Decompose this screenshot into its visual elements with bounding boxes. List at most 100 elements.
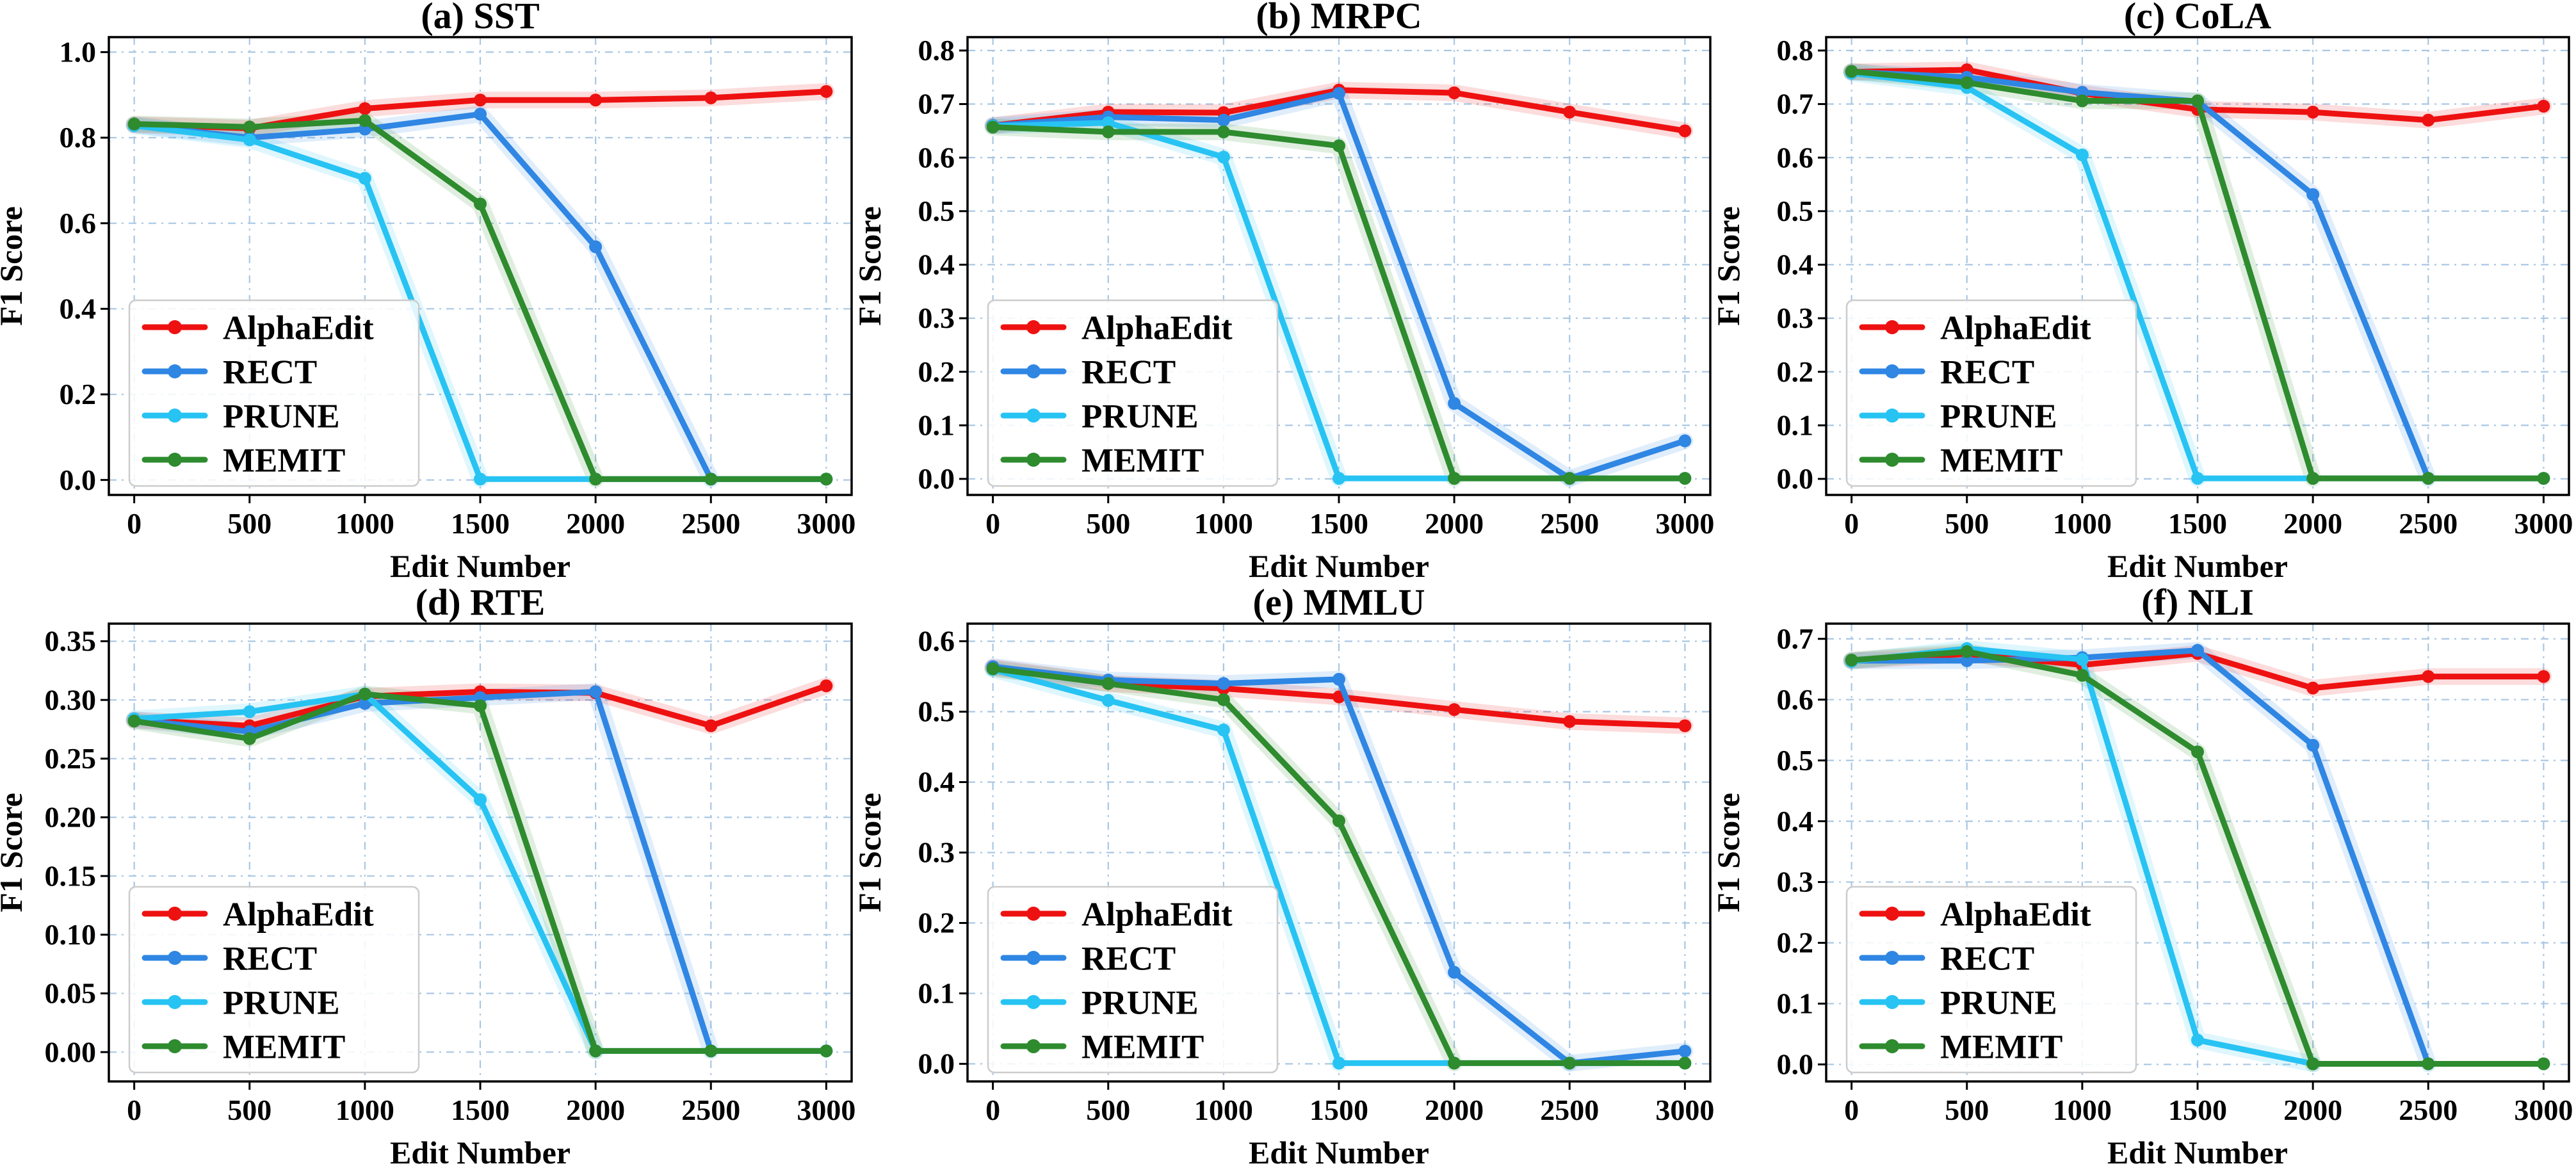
data-point-MEMIT [2422, 472, 2435, 485]
data-point-MEMIT [127, 715, 141, 728]
y-tick-label: 0.15 [45, 859, 97, 892]
data-point-PRUNE [2075, 148, 2089, 161]
y-tick-label: 0.4 [1777, 248, 1814, 281]
legend-label-MEMIT: MEMIT [223, 442, 345, 480]
y-tick-label: 0.7 [918, 88, 955, 120]
x-tick-label: 1500 [2168, 1094, 2227, 1126]
x-tick-label: 1000 [336, 1094, 394, 1126]
y-tick-label: 0.4 [60, 293, 97, 325]
legend-marker-AlphaEdit [1026, 320, 1041, 334]
subplot-f-nli: 0 500 1000 1500 2000 2500 3000 0.0 0.1 0.2 0.3 0.4 0… [1717, 586, 2576, 1173]
x-tick-label: 1500 [2168, 507, 2227, 540]
x-tick-label: 2500 [1540, 1094, 1599, 1126]
legend-label-PRUNE: PRUNE [1081, 985, 1199, 1022]
data-point-RECT [589, 240, 603, 254]
legend: AlphaEdit RECT PRUNE MEMIT [128, 886, 420, 1074]
legend-marker-PRUNE [1026, 409, 1041, 423]
data-point-MEMIT [1333, 814, 1345, 827]
y-tick-label: 0.0 [918, 1048, 955, 1080]
x-tick-label: 3000 [1655, 1094, 1714, 1126]
data-point-MEMIT [243, 732, 256, 745]
chart-title: (e) MMLU [1253, 586, 1425, 623]
chart-title: (f) NLI [2141, 586, 2254, 623]
x-tick-label: 3000 [797, 507, 855, 540]
legend-marker-PRUNE [1885, 995, 1899, 1009]
data-point-RECT [1333, 86, 1345, 100]
data-point-MEMIT [589, 1044, 603, 1058]
chart-title: (a) SST [421, 0, 539, 36]
data-point-MEMIT [1448, 472, 1461, 485]
y-tick-label: 0.7 [1777, 622, 1814, 655]
chart-svg-a: 0 500 1000 1500 2000 2500 3000 0.0 0.2 0.4 0.6 0.8 1… [0, 0, 855, 584]
x-axis-label: Edit Number [390, 1135, 571, 1170]
data-point-RECT [1448, 966, 1461, 979]
legend: AlphaEdit RECT PRUNE MEMIT [987, 299, 1279, 487]
chart-title: (d) RTE [416, 586, 546, 623]
x-tick-label: 2500 [2399, 1094, 2458, 1126]
data-point-MEMIT [1563, 1056, 1576, 1070]
x-axis-label: Edit Number [1249, 548, 1429, 584]
y-tick-label: 0.0 [1777, 1048, 1814, 1081]
x-tick-label: 0 [985, 507, 1000, 540]
data-point-MEMIT [2422, 1057, 2435, 1071]
data-point-AlphaEdit [1678, 124, 1692, 138]
y-tick-label: 0.2 [1777, 355, 1814, 388]
x-tick-label: 2000 [1425, 1094, 1484, 1126]
x-tick-label: 1500 [1309, 507, 1368, 540]
data-point-AlphaEdit [2306, 106, 2320, 119]
legend-marker-AlphaEdit [1885, 907, 1899, 921]
legend-label-PRUNE: PRUNE [1940, 398, 2057, 435]
data-point-AlphaEdit [2537, 670, 2550, 683]
legend-label-PRUNE: PRUNE [223, 985, 340, 1022]
y-tick-label: 0.2 [918, 355, 955, 388]
y-tick-label: 0.4 [918, 766, 955, 798]
data-point-PRUNE [358, 172, 371, 185]
data-point-MEMIT [2075, 94, 2089, 108]
y-tick-label: 0.20 [45, 801, 97, 834]
x-tick-label: 0 [1844, 1094, 1859, 1126]
y-tick-label: 0.2 [60, 378, 97, 410]
data-point-MEMIT [2191, 745, 2204, 759]
data-point-RECT [1217, 677, 1230, 690]
data-point-MEMIT [1960, 76, 1973, 90]
y-tick-label: 0.3 [918, 836, 955, 869]
legend-label-RECT: RECT [1940, 354, 2034, 391]
data-point-PRUNE [1333, 1056, 1345, 1070]
data-point-AlphaEdit [1563, 715, 1576, 728]
data-point-MEMIT [474, 699, 487, 713]
x-tick-label: 2000 [2283, 1094, 2342, 1126]
data-point-MEMIT [1101, 125, 1115, 139]
data-point-PRUNE [474, 473, 487, 486]
x-tick-label: 3000 [1655, 507, 1714, 540]
data-point-AlphaEdit [1448, 86, 1461, 99]
x-tick-label: 0 [1844, 507, 1859, 540]
legend-marker-RECT [1026, 951, 1041, 965]
legend-label-RECT: RECT [223, 941, 317, 978]
data-point-AlphaEdit [358, 102, 371, 115]
data-point-AlphaEdit [2422, 113, 2435, 127]
legend-label-AlphaEdit: AlphaEdit [1081, 310, 1233, 347]
data-point-MEMIT [127, 117, 141, 131]
chart-svg-b: 0 500 1000 1500 2000 2500 3000 0.0 0.1 0.2 0.3 0.4 0… [859, 0, 1714, 584]
data-point-PRUNE [1333, 472, 1345, 485]
legend-label-PRUNE: PRUNE [1081, 398, 1199, 435]
subplot-c-cola: 0 500 1000 1500 2000 2500 3000 0.0 0.1 0.2 0.3 0.4 0… [1717, 0, 2576, 586]
legend-marker-RECT [168, 364, 182, 378]
data-point-PRUNE [1101, 693, 1115, 707]
data-point-RECT [1217, 113, 1230, 127]
legend-label-MEMIT: MEMIT [1081, 442, 1204, 480]
y-tick-label: 0.8 [918, 34, 955, 67]
x-tick-label: 2500 [2399, 507, 2458, 540]
legend-label-MEMIT: MEMIT [223, 1029, 345, 1066]
x-tick-label: 3000 [797, 1094, 855, 1126]
data-point-MEMIT [589, 473, 603, 486]
y-axis-label: F1 Score [0, 793, 29, 912]
data-point-RECT [1448, 397, 1461, 410]
legend-label-AlphaEdit: AlphaEdit [223, 310, 374, 347]
legend-marker-AlphaEdit [168, 907, 182, 921]
data-point-PRUNE [2075, 653, 2089, 667]
data-point-PRUNE [1217, 150, 1230, 164]
y-tick-label: 0.4 [918, 248, 955, 281]
legend-label-MEMIT: MEMIT [1940, 1029, 2062, 1066]
